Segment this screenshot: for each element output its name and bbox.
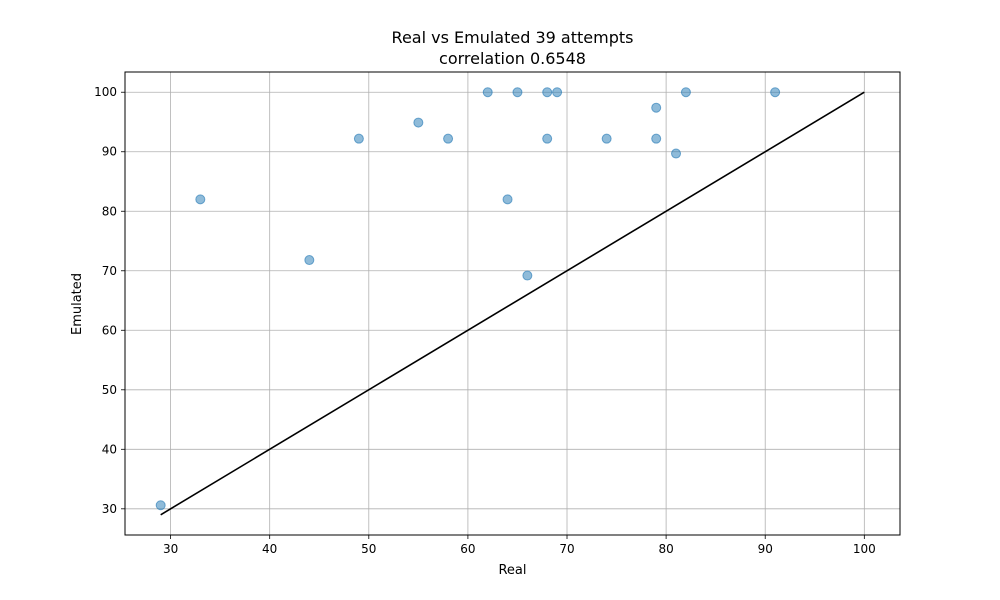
y-tick-label: 60	[102, 323, 117, 337]
x-tick-label: 100	[853, 542, 876, 556]
data-point	[443, 133, 454, 144]
x-tick-label: 50	[361, 542, 376, 556]
data-point	[552, 87, 563, 98]
reference-line	[160, 91, 865, 516]
x-axis-ticks: 30 40 50 60 70 80 90 100	[163, 535, 876, 556]
data-point	[601, 133, 612, 144]
data-point	[671, 148, 682, 159]
data-point	[512, 87, 523, 98]
data-points	[155, 87, 781, 511]
y-tick-label: 80	[102, 204, 117, 218]
data-point	[542, 133, 553, 144]
reference-line-group	[160, 91, 865, 516]
y-tick-label: 50	[102, 383, 117, 397]
data-point	[155, 500, 166, 511]
data-point	[482, 87, 493, 98]
chart-subtitle: correlation 0.6548	[439, 49, 586, 68]
y-axis-label: Emulated	[70, 273, 85, 335]
x-tick-label: 80	[658, 542, 673, 556]
data-point	[770, 87, 781, 98]
data-point	[304, 255, 315, 266]
y-tick-label: 30	[102, 502, 117, 516]
x-tick-label: 30	[163, 542, 178, 556]
data-point	[651, 133, 662, 144]
data-point	[502, 194, 513, 205]
x-tick-label: 70	[559, 542, 574, 556]
x-tick-label: 60	[460, 542, 475, 556]
data-point	[353, 133, 364, 144]
data-point	[522, 270, 533, 281]
y-axis-ticks: 30 40 50 60 70 80 90 100	[94, 85, 125, 516]
data-point	[651, 102, 662, 113]
data-point	[680, 87, 691, 98]
y-tick-label: 90	[102, 145, 117, 159]
data-point	[195, 194, 206, 205]
x-tick-label: 40	[262, 542, 277, 556]
plot-frame	[124, 71, 901, 536]
y-tick-label: 100	[94, 85, 117, 99]
x-axis-label: Real	[498, 563, 526, 578]
x-tick-label: 90	[758, 542, 773, 556]
chart-title: Real vs Emulated 39 attempts	[392, 28, 634, 47]
data-point	[413, 117, 424, 128]
y-tick-label: 70	[102, 264, 117, 278]
y-tick-label: 40	[102, 442, 117, 456]
grid-lines	[125, 72, 900, 535]
data-point	[542, 87, 553, 98]
